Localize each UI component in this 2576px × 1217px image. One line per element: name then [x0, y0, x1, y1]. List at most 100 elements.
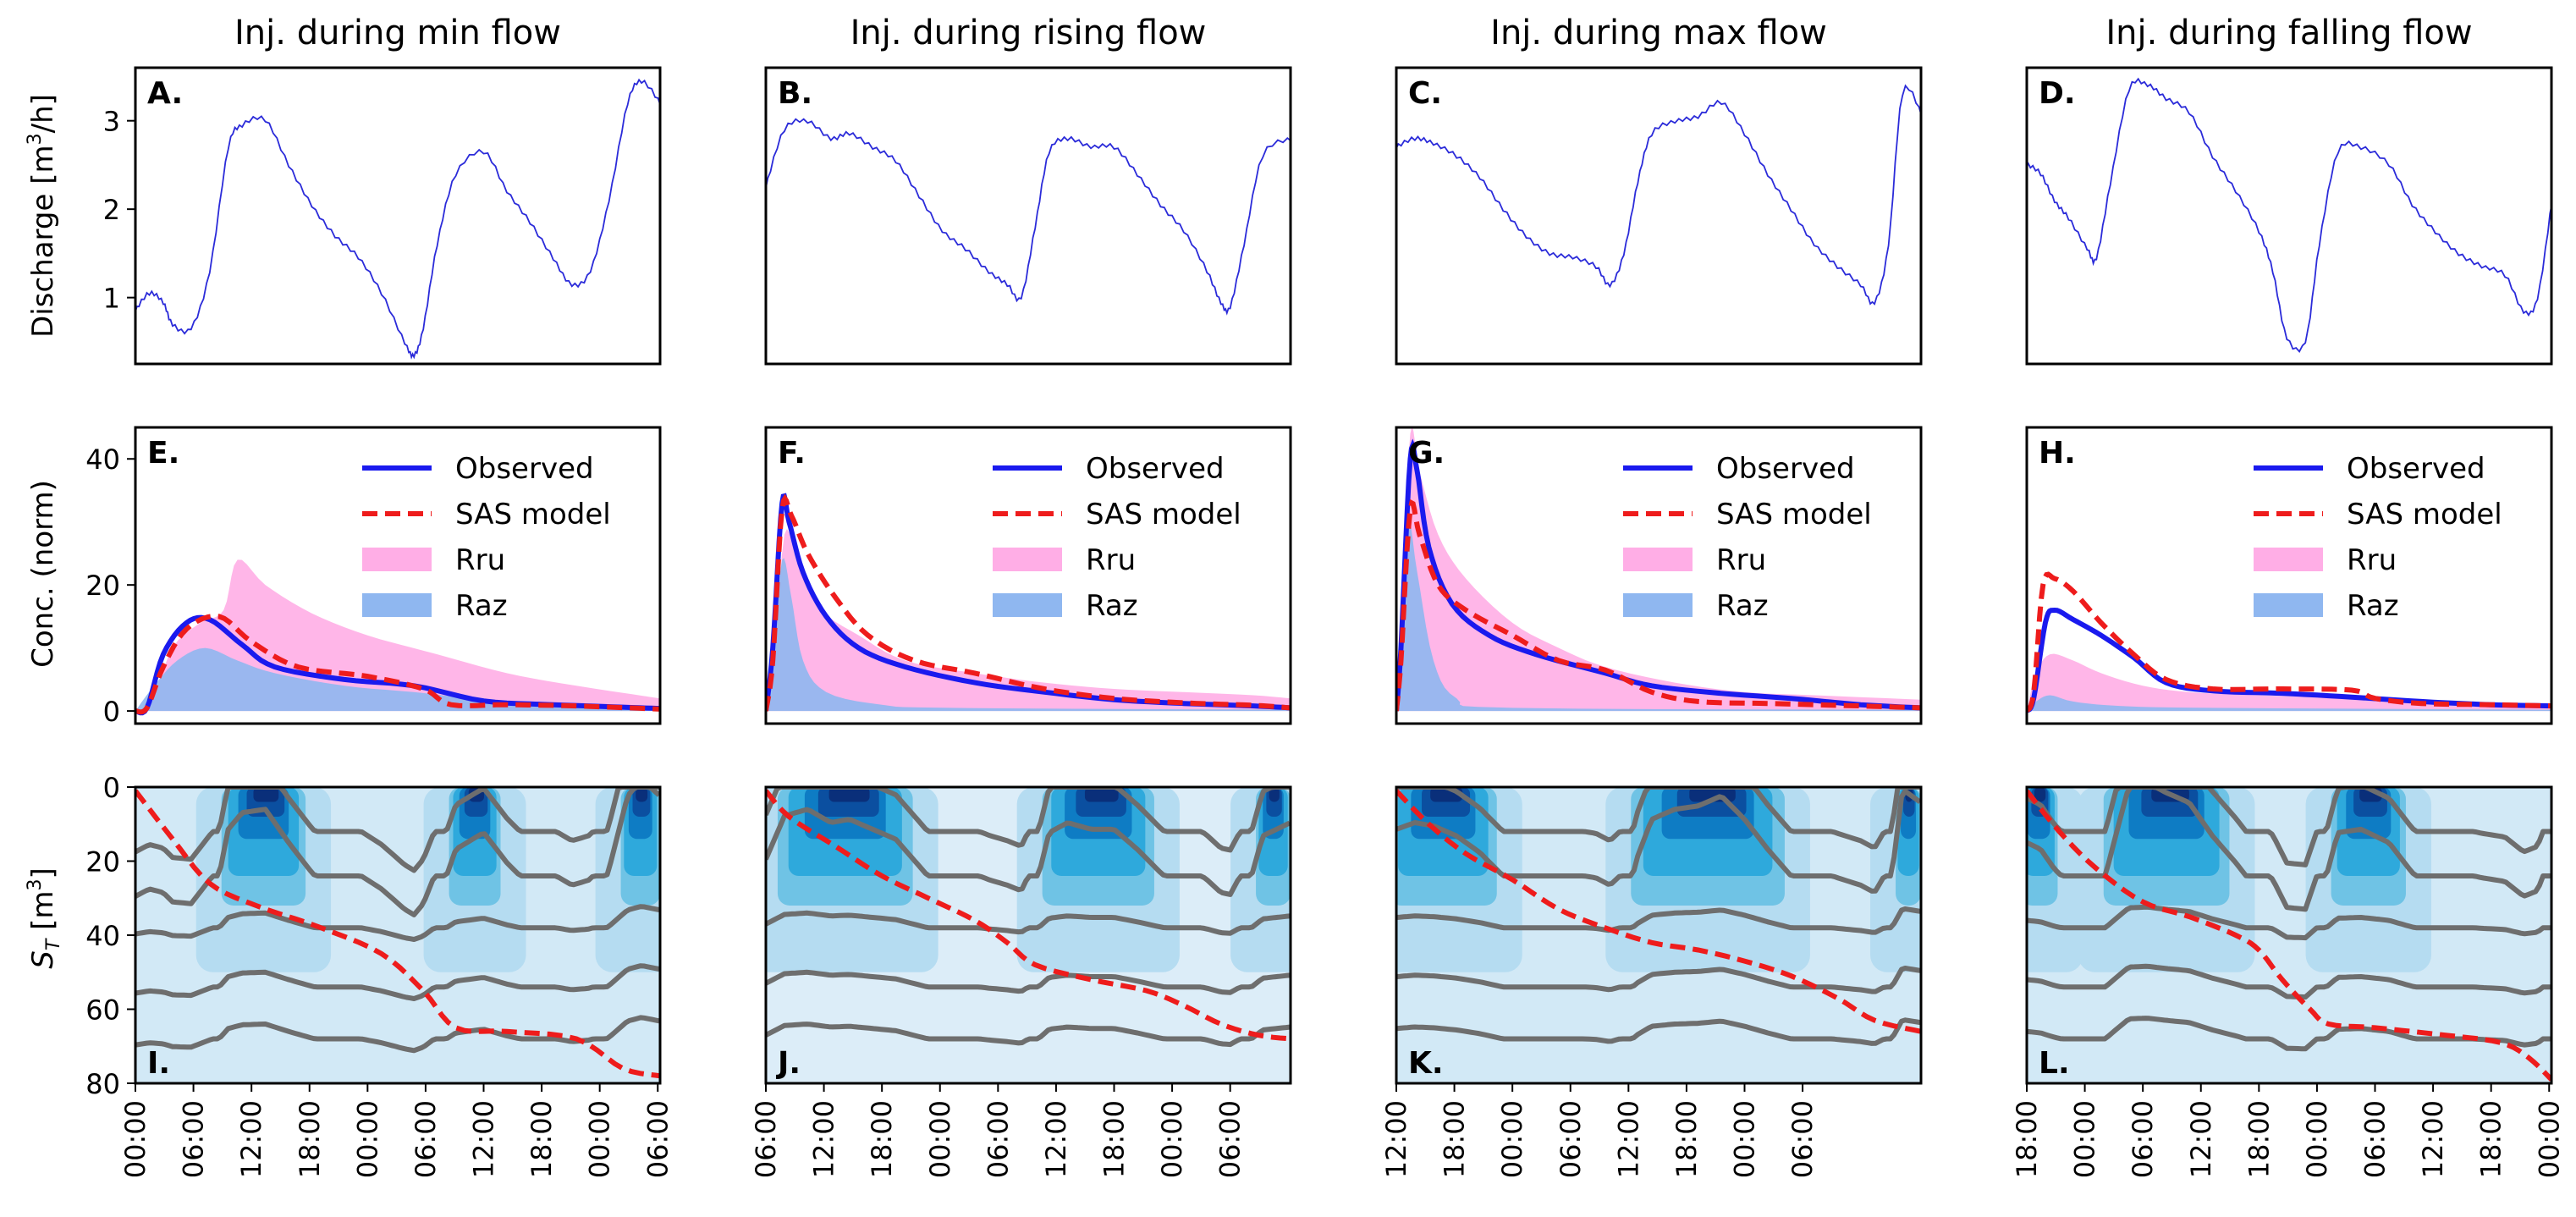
legend-raz-swatch: [1623, 593, 1693, 617]
discharge-panel-4: D.: [2025, 66, 2553, 366]
contour-line: [766, 787, 1290, 853]
contour-line: [2027, 787, 2551, 912]
x-tick-label: 12:00: [1612, 1100, 1644, 1178]
x-tick-label: 18:00: [2011, 1100, 2043, 1178]
legend-observed-label: Observed: [1086, 452, 1225, 486]
legend-rru-label: Rru: [2347, 543, 2397, 577]
x-tick-label: 18:00: [2243, 1100, 2275, 1178]
st-sas-line: [766, 789, 1291, 1042]
y-tick-label: 1: [103, 283, 120, 315]
legend: Observed SAS model Rru Raz: [993, 452, 1241, 623]
row3-ylabel: ST [m3]: [25, 867, 64, 969]
legend-raz-label: Raz: [1716, 589, 1769, 623]
raz-area: [135, 647, 660, 712]
legend-sas-label: SAS model: [455, 498, 611, 531]
panel-label: D.: [2039, 76, 2076, 111]
contour-line: [1396, 906, 1921, 935]
x-tick-label: 00:00: [1156, 1100, 1188, 1178]
axes-frame: [1395, 66, 1923, 366]
legend-rru-label: Rru: [455, 543, 505, 577]
y-tick-label: 20: [85, 570, 120, 602]
y-tick-label: 0: [103, 772, 120, 804]
panels: A. 1 2 3 E. Observed SAS model Rru Raz 0 20 40 I. 0 20…: [85, 66, 2565, 1178]
contour-fill: [1269, 787, 1280, 802]
discharge-panel-3: C.: [1395, 66, 1923, 366]
raz-area: [2027, 695, 2551, 712]
contour-fill: [253, 787, 279, 802]
legend-rru-label: Rru: [1086, 543, 1136, 577]
x-tick-label: 06:00: [1786, 1100, 1819, 1178]
st-sas-line: [2027, 789, 2551, 1082]
row2-ylabel: Conc. (norm): [26, 480, 60, 668]
panel-label: B.: [778, 76, 812, 111]
legend-observed-label: Observed: [1716, 452, 1855, 486]
x-tick-label: 18:00: [1098, 1100, 1131, 1178]
conc-panel-3: G. Observed SAS model Rru Raz: [1395, 426, 1923, 725]
column-2: B. F. Observed SAS model Rru Raz J. 06:00 12:00 1…: [750, 66, 1292, 1178]
sas-model-line: [766, 493, 1291, 712]
column-4: D. H. Observed SAS model Rru Raz L. 18:00 00:00 0…: [2011, 66, 2565, 1178]
st-panel-2: J. 06:00 12:00 18:00 00:00 06:00 12:00 18:00 00:…: [750, 785, 1292, 1178]
legend: Observed SAS model Rru Raz: [2254, 452, 2502, 623]
conc-panel-1: E. Observed SAS model Rru Raz 0 20 40: [85, 426, 662, 728]
y-tick-label: 3: [103, 106, 120, 138]
x-tick-label: 00:00: [2069, 1100, 2101, 1178]
discharge-line: [766, 118, 1291, 316]
contour-line: [135, 787, 660, 917]
legend-observed-label: Observed: [455, 452, 594, 486]
raz-area: [766, 558, 1291, 712]
axes-frame: [1395, 785, 1923, 1085]
svg-text:Discharge [m3/h]: Discharge [m3/h]: [25, 94, 60, 338]
legend-sas-label: SAS model: [1086, 498, 1241, 531]
legend-raz-swatch: [2254, 593, 2323, 617]
row1-ylabel: Discharge [m3/h]: [25, 94, 60, 338]
legend: Observed SAS model Rru Raz: [362, 452, 611, 623]
panel-label: F.: [778, 436, 806, 471]
x-tick-label: 06:00: [1555, 1100, 1587, 1178]
contour-line: [135, 904, 660, 942]
conc-panel-4: H. Observed SAS model Rru Raz: [2025, 426, 2553, 725]
legend-raz-swatch: [993, 593, 1062, 617]
x-tick-label: 06:00: [2359, 1100, 2392, 1178]
sas-model-line: [135, 613, 660, 715]
legend-rru-swatch: [2254, 548, 2323, 571]
st-sas-line: [135, 789, 660, 1079]
y-tick-label: 0: [103, 696, 120, 728]
x-tick-label: 12:00: [2185, 1100, 2217, 1178]
x-tick-label: 06:00: [641, 1100, 674, 1178]
x-tick-label: 12:00: [808, 1100, 840, 1178]
x-tick-label: 06:00: [410, 1100, 442, 1178]
axes-frame: [764, 785, 1292, 1085]
discharge-panel-1: A. 1 2 3: [103, 66, 662, 366]
discharge-panel-2: B.: [764, 66, 1292, 366]
panel-label: L.: [2039, 1046, 2070, 1081]
legend-rru-swatch: [993, 548, 1062, 571]
x-tick-label: 18:00: [526, 1100, 558, 1178]
column-title-1: Inj. during min flow: [234, 14, 561, 52]
panel-label: K.: [1408, 1046, 1444, 1081]
sas-model-line: [2027, 571, 2551, 713]
x-tick-label: 18:00: [1671, 1100, 1703, 1178]
legend-sas-label: SAS model: [2347, 498, 2502, 531]
x-tick-label: 12:00: [1040, 1100, 1072, 1178]
x-tick-label: 12:00: [235, 1100, 267, 1178]
discharge-line: [2027, 77, 2551, 353]
contour-line: [1396, 1017, 1921, 1046]
x-tick-label: 00:00: [1496, 1100, 1528, 1178]
column-title-4: Inj. during falling flow: [2105, 14, 2472, 52]
rru-area: [1396, 427, 1921, 712]
contour-fill: [828, 787, 870, 802]
axes-frame: [134, 66, 662, 366]
x-tick-label: 06:00: [750, 1100, 782, 1178]
legend-sas-label: SAS model: [1716, 498, 1872, 531]
conc-panel-2: F. Observed SAS model Rru Raz: [764, 426, 1292, 725]
y-tick-label: 20: [85, 846, 120, 878]
legend-raz-swatch: [362, 593, 432, 617]
contour-line: [1396, 789, 1921, 894]
y-tick-label: 2: [103, 194, 120, 226]
discharge-line: [1396, 84, 1921, 306]
panel-label: C.: [1408, 76, 1442, 111]
panel-label: J.: [775, 1046, 801, 1081]
legend-raz-label: Raz: [1086, 589, 1138, 623]
